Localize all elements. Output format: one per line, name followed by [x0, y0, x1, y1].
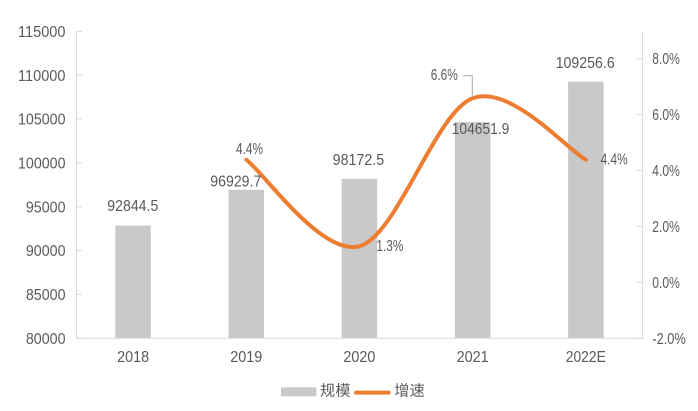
svg-text:95000: 95000 [26, 199, 66, 216]
svg-text:6.6%: 6.6% [431, 67, 458, 84]
svg-text:2022E: 2022E [566, 349, 606, 366]
svg-text:105000: 105000 [18, 112, 66, 129]
svg-text:80000: 80000 [26, 331, 66, 348]
svg-text:6.0%: 6.0% [652, 107, 680, 124]
svg-text:4.4%: 4.4% [601, 152, 628, 169]
svg-text:2018: 2018 [117, 349, 149, 366]
svg-text:2021: 2021 [457, 349, 489, 366]
svg-text:92844.5: 92844.5 [107, 198, 158, 215]
svg-text:85000: 85000 [26, 287, 66, 304]
svg-text:115000: 115000 [18, 24, 66, 41]
svg-text:109256.6: 109256.6 [556, 55, 615, 72]
svg-text:0.0%: 0.0% [652, 275, 680, 292]
svg-text:4.4%: 4.4% [236, 141, 263, 158]
svg-text:104651.9: 104651.9 [452, 121, 510, 138]
svg-text:98172.5: 98172.5 [333, 152, 385, 169]
svg-text:2.0%: 2.0% [652, 219, 680, 236]
svg-text:2019: 2019 [230, 349, 262, 366]
svg-text:1.3%: 1.3% [376, 238, 403, 255]
svg-text:90000: 90000 [26, 243, 66, 260]
svg-text:4.0%: 4.0% [652, 163, 680, 180]
svg-text:-2.0%: -2.0% [652, 331, 686, 348]
svg-text:2020: 2020 [343, 349, 375, 366]
svg-text:100000: 100000 [18, 156, 66, 173]
svg-text:110000: 110000 [18, 68, 66, 85]
svg-text:96929.7: 96929.7 [210, 174, 261, 191]
svg-text:8.0%: 8.0% [652, 51, 680, 68]
